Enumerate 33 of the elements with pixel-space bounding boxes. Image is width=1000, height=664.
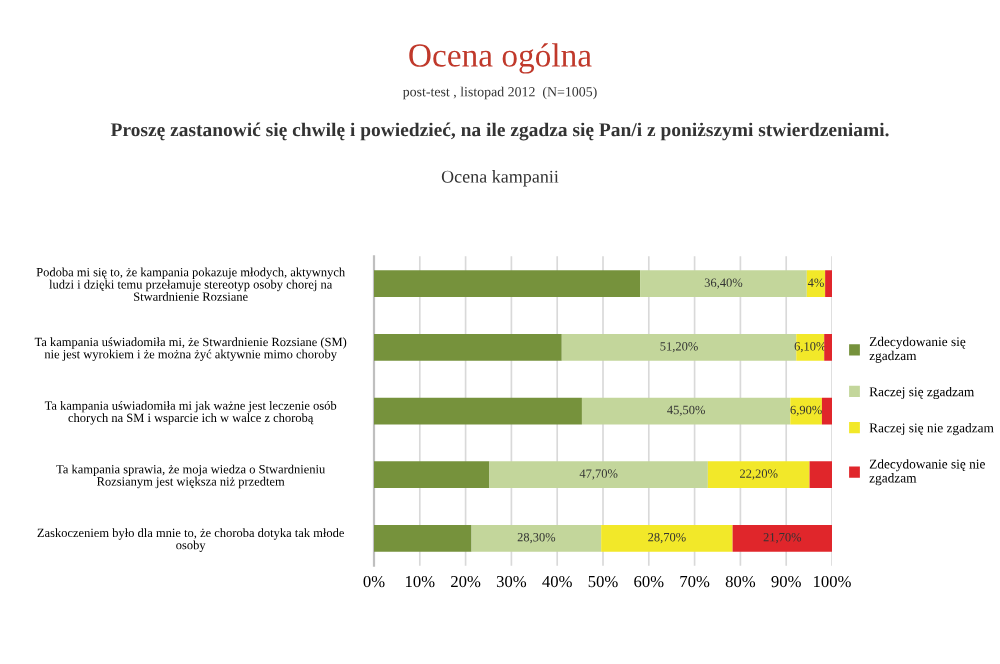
bar xyxy=(806,270,826,298)
bar xyxy=(489,461,708,489)
bar xyxy=(707,461,810,489)
bar xyxy=(374,270,641,298)
bar xyxy=(561,334,797,361)
bar xyxy=(471,524,602,552)
text: Ocena kampanii xyxy=(441,170,559,187)
bar xyxy=(809,461,832,489)
bar xyxy=(374,397,582,425)
x-tick-label: 60% xyxy=(634,575,664,588)
bar xyxy=(790,397,822,425)
x-tick-label: 70% xyxy=(680,575,710,588)
x-tick-label: 10% xyxy=(405,575,435,588)
bar xyxy=(821,397,832,425)
x-tick-label: 50% xyxy=(588,575,618,588)
x-tick-label: 0% xyxy=(363,575,385,588)
x-tick-label: 40% xyxy=(542,575,572,588)
text: Proszę zastanowić się chwilę i powiedzieć, na ile zgadza się Pan/i z poniższymi stwierdzeniami. xyxy=(110,122,889,141)
bar xyxy=(640,270,807,298)
x-tick-label: 100% xyxy=(814,575,851,588)
bar xyxy=(732,524,832,552)
bar xyxy=(601,524,733,552)
chart-title: Ocena ogólna xyxy=(409,43,592,74)
x-tick-label: 20% xyxy=(451,575,481,588)
bar xyxy=(581,397,791,425)
bar xyxy=(374,334,562,361)
x-tick-label: 80% xyxy=(725,575,756,588)
bar xyxy=(374,461,490,489)
bar xyxy=(825,270,832,298)
bar xyxy=(824,334,832,361)
x-tick-label: 90% xyxy=(771,575,801,588)
bar xyxy=(374,524,472,552)
x-tick-label: 30% xyxy=(496,575,527,588)
